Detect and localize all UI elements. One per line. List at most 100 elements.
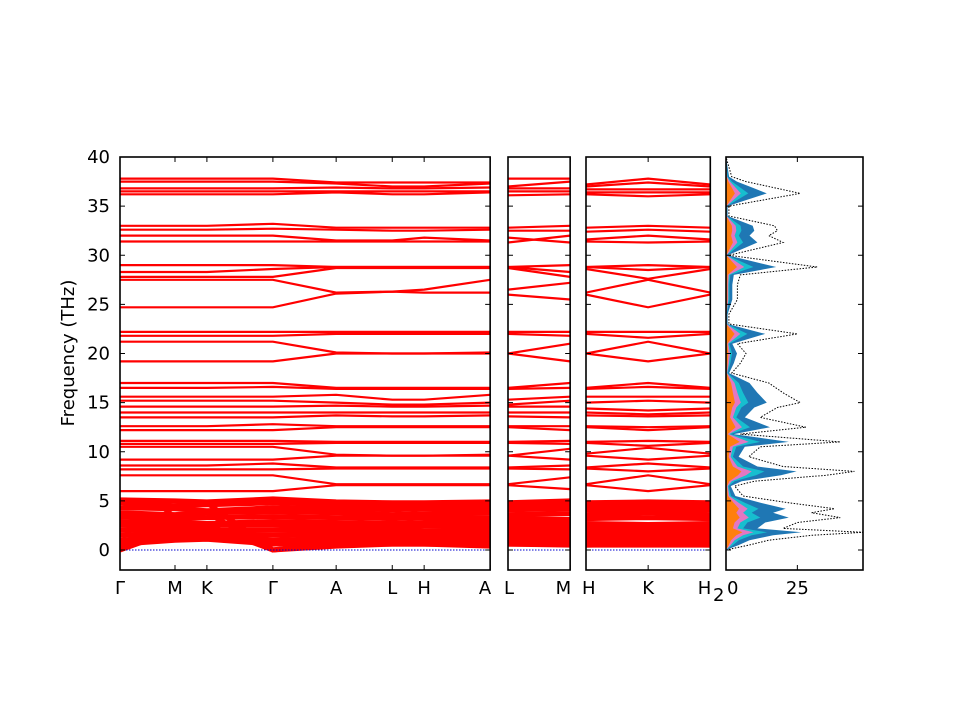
dos-x-tick-label: 25 xyxy=(786,578,809,599)
band-line xyxy=(508,516,571,522)
panel-1-bands xyxy=(508,177,571,551)
x-tick-label: Γ xyxy=(115,578,125,599)
x-tick-label: A xyxy=(330,578,343,599)
band-line xyxy=(586,510,711,518)
bands-layer xyxy=(120,177,711,553)
band-line xyxy=(508,441,571,445)
band-line xyxy=(586,228,711,233)
x-tick-label: M xyxy=(167,578,183,599)
band-line xyxy=(508,520,571,526)
band-line xyxy=(508,530,571,537)
x-tick-label: H xyxy=(417,578,431,599)
y-tick-label: 15 xyxy=(87,393,110,414)
band-line xyxy=(586,484,711,493)
band-line xyxy=(586,293,711,309)
band-line xyxy=(508,180,571,188)
band-line xyxy=(120,404,491,408)
stray-subscript-label: 2 xyxy=(713,585,724,606)
band-line xyxy=(586,278,711,294)
band-line xyxy=(120,177,491,184)
y-tick-label: 0 xyxy=(99,540,110,561)
band-line xyxy=(508,386,571,390)
band-line xyxy=(586,352,711,363)
band-line xyxy=(508,502,571,509)
total-dos-line xyxy=(726,157,863,551)
x-tick-label: K xyxy=(642,578,655,599)
panel-2-bands xyxy=(586,177,711,551)
band-line xyxy=(120,484,491,493)
band-line xyxy=(586,474,711,486)
band-line xyxy=(120,180,491,188)
band-line xyxy=(508,498,571,506)
band-line xyxy=(586,523,711,530)
band-line xyxy=(508,342,571,355)
band-line xyxy=(120,439,491,443)
x-tick-label: M xyxy=(556,578,572,599)
band-line xyxy=(586,515,711,522)
band-line xyxy=(508,193,571,197)
y-tick-label: 35 xyxy=(87,196,110,217)
band-line xyxy=(120,332,491,337)
band-line xyxy=(586,499,711,506)
band-line xyxy=(586,425,711,429)
band-line xyxy=(120,266,491,278)
y-tick-label: 30 xyxy=(87,245,110,266)
band-line xyxy=(586,381,711,389)
band-line xyxy=(120,441,491,445)
band-line xyxy=(586,234,711,241)
band-line xyxy=(586,181,711,188)
band-line xyxy=(120,414,491,419)
panel-0-frame xyxy=(119,156,491,571)
band-line xyxy=(508,426,571,432)
band-line xyxy=(120,426,491,432)
band-line xyxy=(508,399,571,406)
band-line xyxy=(508,541,571,548)
x-tick-label: K xyxy=(201,578,214,599)
band-line xyxy=(508,464,571,469)
band-line xyxy=(586,503,711,510)
band-line xyxy=(586,399,711,404)
band-line xyxy=(508,264,571,269)
band-line xyxy=(120,514,491,522)
band-line xyxy=(120,385,491,390)
band-line xyxy=(508,281,571,291)
x-tick-label: A xyxy=(479,578,492,599)
y-tick-label: 5 xyxy=(99,491,110,512)
y-tick-label: 40 xyxy=(87,147,110,168)
band-line xyxy=(586,414,711,418)
band-line xyxy=(586,177,711,186)
x-tick-label: Γ xyxy=(268,578,278,599)
band-line xyxy=(586,265,711,272)
band-line xyxy=(586,193,711,198)
band-line xyxy=(586,426,711,432)
band-line xyxy=(508,224,571,229)
band-line xyxy=(120,222,491,229)
band-line xyxy=(120,186,491,190)
band-line xyxy=(586,526,711,534)
band-line xyxy=(120,191,491,196)
band-line xyxy=(508,381,571,389)
band-line xyxy=(508,523,571,530)
band-line xyxy=(586,530,711,538)
band-line xyxy=(120,399,491,406)
band-line xyxy=(508,447,571,457)
band-line xyxy=(120,290,491,309)
band-line xyxy=(586,340,711,355)
band-line xyxy=(508,352,571,363)
dos-layer xyxy=(726,157,863,551)
band-line xyxy=(586,534,711,542)
y-tick-label: 10 xyxy=(87,442,110,463)
y-axis-label: Frequency (THz) xyxy=(58,280,79,427)
band-line xyxy=(586,407,711,412)
x-tick-label: L xyxy=(387,578,397,599)
y-tick-label: 20 xyxy=(87,344,110,365)
band-line xyxy=(508,415,571,419)
band-line xyxy=(586,385,711,390)
band-line xyxy=(508,506,571,513)
band-line xyxy=(508,484,571,491)
band-line xyxy=(120,454,491,461)
band-line xyxy=(508,266,571,278)
band-line xyxy=(120,505,491,514)
